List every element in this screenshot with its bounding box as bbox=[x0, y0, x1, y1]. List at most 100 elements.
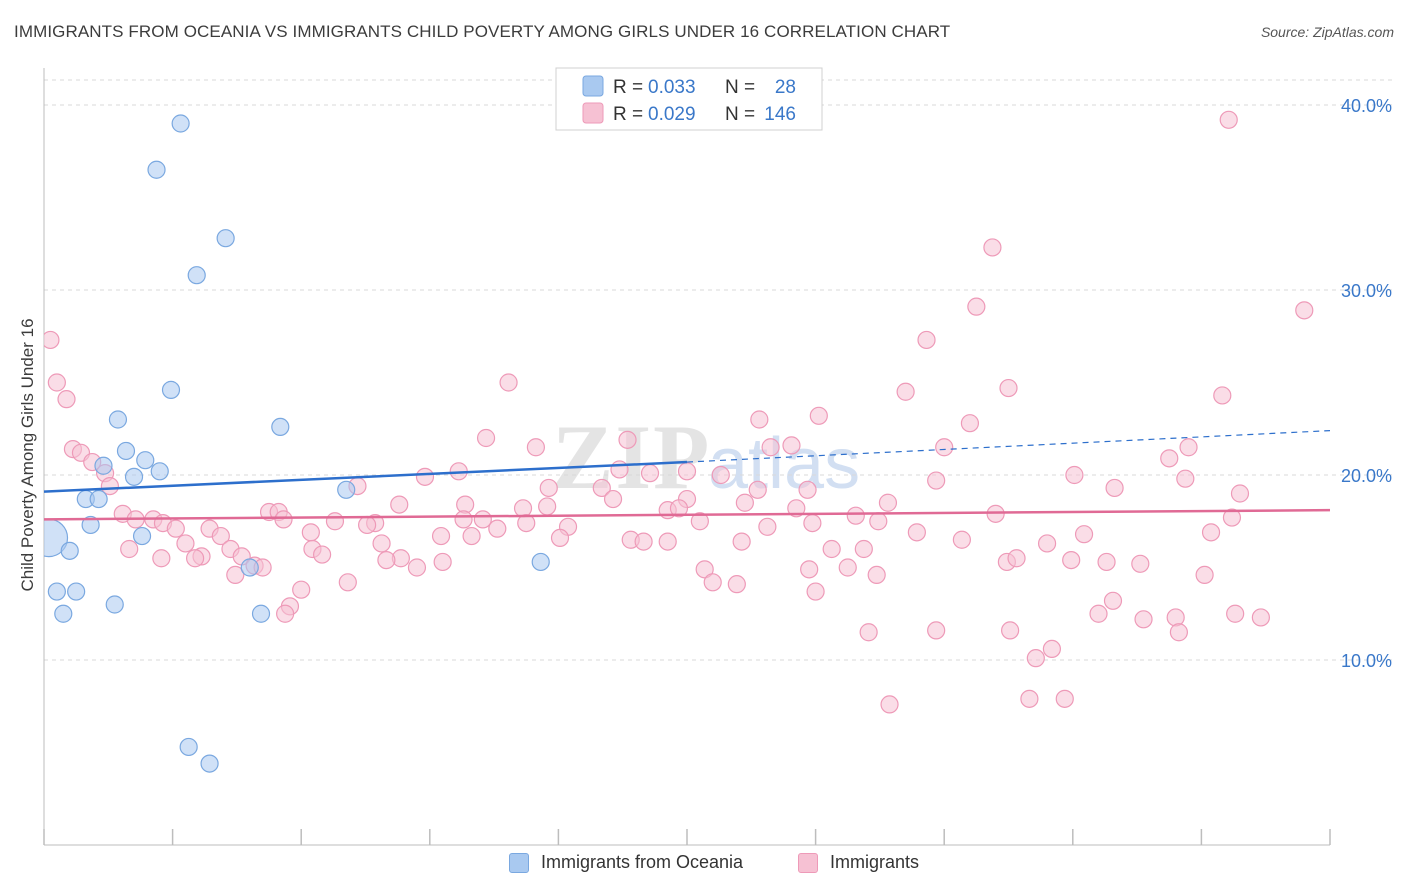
x-axis-ticks bbox=[43, 829, 1331, 845]
immigrants-point bbox=[1089, 604, 1108, 623]
y-tick-label: 10.0% bbox=[1341, 651, 1392, 671]
watermark-atlas: atlas bbox=[708, 424, 860, 504]
immigrants-point bbox=[1201, 523, 1221, 542]
immigrants-point bbox=[592, 478, 611, 498]
y-tick-label: 20.0% bbox=[1341, 466, 1392, 486]
immigrants-point bbox=[880, 695, 899, 714]
immigrants-point bbox=[735, 493, 754, 512]
oceania-point bbox=[216, 229, 235, 248]
y-axis-label: Child Poverty Among Girls Under 16 bbox=[18, 318, 37, 591]
immigrants-point bbox=[1295, 301, 1314, 320]
scatter-chart: ZIP atlas 10.0%20.0%30.0%40.0% 0.0%80.0%… bbox=[18, 67, 1392, 846]
immigrants-point bbox=[761, 438, 780, 457]
source-credit: Source: ZipAtlas.com bbox=[1260, 24, 1394, 40]
immigrants-point bbox=[703, 573, 722, 592]
immigrants-point bbox=[986, 504, 1005, 523]
oceania-point bbox=[136, 451, 155, 470]
series-oceania-points bbox=[44, 114, 550, 773]
immigrants-point bbox=[1222, 508, 1242, 527]
immigrants-point bbox=[640, 464, 660, 483]
immigrants-point bbox=[415, 467, 435, 486]
immigrants-point bbox=[301, 523, 320, 542]
immigrants-point bbox=[907, 523, 926, 542]
immigrants-point bbox=[603, 489, 623, 509]
immigrants-point bbox=[803, 513, 822, 533]
oceania-point bbox=[105, 595, 124, 614]
legend-swatch-immigrants bbox=[582, 102, 604, 124]
legend-item-immigrants: Immigrants bbox=[798, 852, 919, 873]
immigrants-point bbox=[1179, 438, 1198, 457]
oceania-point bbox=[124, 467, 144, 486]
oceania-point bbox=[337, 480, 356, 499]
trend-lines bbox=[43, 430, 1331, 521]
immigrants-point bbox=[1042, 639, 1062, 659]
trend-line-oceania bbox=[43, 460, 688, 493]
legend-label-immigrants: Immigrants bbox=[830, 852, 920, 872]
immigrants-point bbox=[312, 545, 332, 564]
oceania-point bbox=[67, 582, 86, 601]
immigrants-point bbox=[1251, 608, 1270, 627]
immigrants-point bbox=[1026, 649, 1045, 668]
immigrants-point bbox=[186, 549, 205, 568]
immigrants-point bbox=[499, 373, 518, 392]
immigrants-point bbox=[211, 526, 230, 546]
legend-swatch-oceania bbox=[582, 75, 604, 97]
immigrants-point bbox=[748, 480, 767, 499]
immigrants-point bbox=[711, 465, 730, 485]
immigrants-point bbox=[57, 390, 76, 409]
legend-r-value-2: 0.029 bbox=[648, 104, 696, 125]
immigrants-point bbox=[372, 534, 391, 553]
immigrants-point bbox=[1166, 608, 1185, 627]
oceania-point bbox=[240, 558, 259, 577]
immigrants-point bbox=[610, 460, 629, 479]
legend-bottom-swatch-oceania bbox=[509, 852, 529, 873]
immigrants-point bbox=[1074, 525, 1094, 544]
legend-r-label-2: R = bbox=[613, 104, 643, 125]
immigrants-point bbox=[967, 297, 986, 316]
immigrants-point bbox=[1037, 534, 1057, 553]
immigrants-point bbox=[859, 623, 878, 642]
immigrants-point bbox=[226, 565, 245, 585]
legend-n-value-1: 28 bbox=[775, 77, 796, 98]
oceania-point bbox=[60, 541, 79, 560]
immigrants-point bbox=[727, 575, 746, 594]
immigrants-point bbox=[999, 378, 1018, 398]
legend-r-value-1: 0.033 bbox=[648, 77, 696, 98]
immigrants-point bbox=[1213, 386, 1232, 405]
immigrants-point bbox=[1065, 465, 1084, 485]
immigrants-point bbox=[896, 382, 915, 401]
immigrants-point bbox=[1131, 554, 1150, 573]
y-axis-tick-labels: 10.0% 20.0% 30.0% 40.0% bbox=[1341, 96, 1392, 671]
immigrants-point bbox=[1226, 604, 1245, 623]
immigrants-point bbox=[1219, 110, 1238, 129]
oceania-point bbox=[132, 526, 152, 546]
immigrants-point bbox=[166, 519, 185, 538]
immigrants-point bbox=[854, 539, 873, 559]
oceania-point bbox=[108, 410, 128, 429]
immigrants-point bbox=[695, 560, 714, 579]
immigrants-point bbox=[538, 497, 557, 516]
legend-n-label-1: N = bbox=[725, 77, 755, 98]
immigrants-point bbox=[276, 604, 295, 623]
immigrants-point bbox=[274, 510, 293, 529]
oceania-point bbox=[271, 417, 290, 436]
immigrants-point bbox=[1195, 565, 1214, 585]
oceania-point bbox=[200, 754, 219, 773]
oceania-point bbox=[116, 441, 136, 461]
immigrants-point bbox=[517, 513, 536, 533]
immigrants-point bbox=[473, 510, 492, 529]
immigrants-point bbox=[952, 530, 971, 549]
immigrants-point bbox=[1103, 591, 1123, 610]
immigrants-point bbox=[47, 373, 66, 392]
immigrants-point bbox=[960, 414, 980, 433]
immigrants-point bbox=[476, 428, 496, 448]
immigrants-point bbox=[869, 512, 888, 531]
oceania-point bbox=[89, 489, 108, 509]
immigrants-point bbox=[983, 238, 1002, 257]
immigrants-point bbox=[750, 410, 769, 429]
immigrants-point bbox=[838, 558, 857, 577]
immigrants-point bbox=[800, 560, 819, 579]
immigrants-point bbox=[358, 515, 377, 535]
oceania-point bbox=[251, 604, 271, 623]
immigrants-point bbox=[669, 499, 689, 518]
